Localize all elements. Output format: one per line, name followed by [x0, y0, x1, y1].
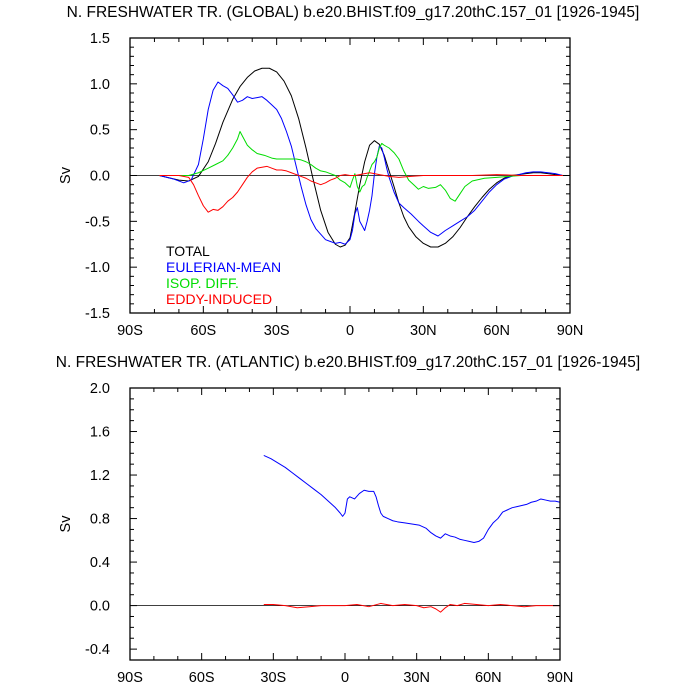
x-tick-label: 30S: [264, 323, 290, 339]
chart-title: N. FRESHWATER TR. (GLOBAL) b.e20.BHIST.f…: [67, 4, 640, 21]
series-line-eulerian-mean: [159, 81, 570, 245]
panel-global: N. FRESHWATER TR. (GLOBAL) b.e20.BHIST.f…: [58, 4, 639, 339]
chart-title: N. FRESHWATER TR. (ATLANTIC) b.e20.BHIST…: [56, 354, 640, 371]
x-tick-label: 60S: [190, 323, 216, 339]
y-tick-label: 0.0: [90, 599, 110, 615]
panel-atlantic: N. FRESHWATER TR. (ATLANTIC) b.e20.BHIST…: [56, 354, 640, 686]
x-tick-label: 60S: [189, 670, 215, 686]
y-axis-label: Sv: [58, 166, 74, 184]
y-tick-label: -0.5: [85, 214, 110, 230]
x-tick-label: 30S: [260, 670, 286, 686]
legend-label-total: TOTAL: [166, 243, 210, 259]
y-tick-label: 1.0: [90, 77, 110, 93]
x-tick-label: 0: [346, 323, 354, 339]
y-tick-label: 1.2: [90, 468, 110, 484]
x-tick-label: 30N: [410, 323, 437, 339]
x-tick-label: 60N: [483, 323, 510, 339]
y-tick-label: -1.0: [85, 260, 110, 276]
y-tick-label: 1.5: [90, 31, 110, 47]
plot-frame: [129, 387, 561, 661]
series-line-blue: [263, 455, 561, 543]
x-tick-label: 90S: [117, 323, 143, 339]
y-tick-label: 0.8: [90, 512, 110, 528]
y-tick-label: 0.0: [90, 169, 110, 185]
legend-label-eddy-induced: EDDY-INDUCED: [166, 291, 272, 307]
series-line-isop-diff: [159, 131, 570, 202]
y-tick-label: -1.5: [85, 306, 110, 322]
legend-label-isop-diff: ISOP. DIFF.: [166, 275, 239, 291]
x-tick-label: 0: [341, 670, 349, 686]
x-tick-label: 90S: [117, 670, 143, 686]
y-tick-label: 1.6: [90, 425, 110, 441]
y-axis-label: Sv: [58, 515, 74, 533]
series-line-total: [159, 67, 570, 248]
y-tick-label: 2.0: [90, 381, 110, 397]
x-tick-label: 60N: [475, 670, 502, 686]
x-tick-label: 90N: [557, 323, 584, 339]
series-line-eddy-induced: [159, 165, 570, 213]
x-tick-label: 30N: [403, 670, 430, 686]
y-tick-label: -0.4: [85, 642, 110, 658]
series-line-red: [263, 602, 560, 613]
y-tick-label: 0.5: [90, 123, 110, 139]
y-tick-label: 0.4: [90, 555, 110, 571]
x-tick-label: 90N: [547, 670, 574, 686]
legend-label-eulerian-mean: EULERIAN-MEAN: [166, 259, 281, 275]
